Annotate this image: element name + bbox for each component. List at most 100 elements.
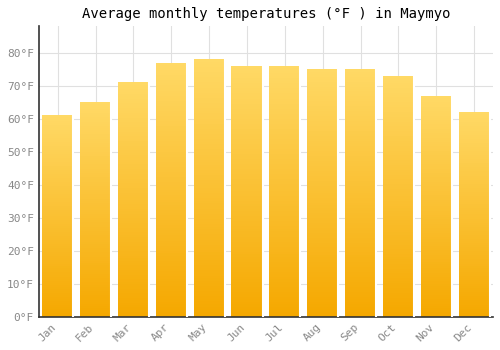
Bar [270, 91, 300, 93]
Bar [383, 194, 414, 196]
Bar [270, 86, 300, 89]
Bar [421, 104, 452, 107]
Bar [80, 259, 111, 261]
Bar [307, 136, 338, 139]
Bar [156, 266, 187, 268]
Bar [232, 211, 262, 214]
Bar [194, 83, 224, 85]
Bar [307, 114, 338, 116]
Bar [156, 276, 187, 279]
Bar [42, 234, 74, 236]
Bar [345, 111, 376, 114]
Bar [118, 94, 149, 97]
Bar [383, 76, 414, 78]
Bar [345, 69, 376, 72]
Bar [194, 178, 224, 180]
Bar [156, 121, 187, 124]
Bar [421, 120, 452, 122]
Bar [383, 266, 414, 268]
Bar [42, 214, 74, 216]
Bar [194, 113, 224, 116]
Bar [421, 155, 452, 158]
Bar [80, 104, 111, 106]
Bar [458, 266, 490, 268]
Bar [383, 261, 414, 264]
Bar [232, 196, 262, 199]
Bar [42, 121, 74, 124]
Bar [194, 263, 224, 265]
Bar [383, 107, 414, 110]
Bar [270, 81, 300, 83]
Bar [458, 157, 490, 159]
Bar [458, 124, 490, 126]
Bar [42, 303, 74, 305]
Bar [270, 116, 300, 119]
Bar [383, 307, 414, 309]
Bar [194, 237, 224, 239]
Bar [345, 252, 376, 255]
Bar [458, 210, 490, 212]
Bar [80, 115, 111, 117]
Bar [458, 147, 490, 149]
Bar [345, 193, 376, 196]
Bar [80, 190, 111, 192]
Bar [383, 225, 414, 228]
Bar [156, 289, 187, 292]
Bar [118, 277, 149, 279]
Bar [345, 181, 376, 183]
Bar [42, 272, 74, 274]
Bar [118, 246, 149, 249]
Bar [118, 258, 149, 260]
Bar [118, 150, 149, 153]
Bar [307, 208, 338, 210]
Bar [270, 101, 300, 104]
Bar [383, 300, 414, 302]
Bar [307, 294, 338, 297]
Bar [383, 139, 414, 141]
Bar [118, 92, 149, 94]
Bar [458, 302, 490, 304]
Bar [307, 198, 338, 201]
Bar [42, 160, 74, 162]
Bar [345, 247, 376, 250]
Bar [118, 202, 149, 204]
Bar [194, 299, 224, 301]
Bar [156, 91, 187, 93]
Bar [232, 121, 262, 124]
Bar [42, 135, 74, 138]
Bar [270, 171, 300, 174]
Bar [156, 314, 187, 317]
Bar [232, 294, 262, 297]
Bar [345, 225, 376, 228]
Bar [345, 245, 376, 247]
Bar [383, 276, 414, 278]
Bar [421, 96, 452, 98]
Bar [80, 224, 111, 227]
Bar [458, 114, 490, 116]
Bar [80, 274, 111, 276]
Bar [156, 212, 187, 215]
Bar [80, 231, 111, 233]
Bar [194, 59, 224, 62]
Bar [118, 136, 149, 139]
Bar [458, 116, 490, 118]
Bar [156, 279, 187, 281]
Bar [458, 169, 490, 172]
Bar [307, 72, 338, 74]
Bar [307, 255, 338, 257]
Bar [194, 98, 224, 100]
Bar [42, 208, 74, 210]
Bar [42, 178, 74, 180]
Bar [383, 119, 414, 121]
Bar [458, 233, 490, 235]
Bar [118, 253, 149, 256]
Bar [270, 196, 300, 199]
Bar [307, 285, 338, 287]
Bar [156, 111, 187, 113]
Bar [383, 172, 414, 175]
Bar [80, 186, 111, 188]
Bar [80, 126, 111, 128]
Bar [383, 153, 414, 155]
Bar [42, 212, 74, 214]
Bar [80, 289, 111, 291]
